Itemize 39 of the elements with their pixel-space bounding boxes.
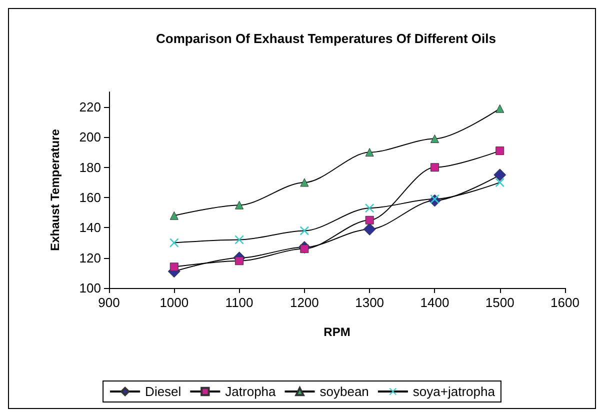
point bbox=[494, 168, 506, 182]
chart-title: Comparison Of Exhaust Temperatures Of Different Oils bbox=[156, 31, 496, 46]
x-axis-title: RPM bbox=[324, 325, 350, 339]
point bbox=[495, 178, 504, 187]
x-tick-label: 1600 bbox=[550, 295, 580, 310]
x-tick-label: 1200 bbox=[290, 295, 319, 310]
y-tick-label: 180 bbox=[79, 160, 101, 175]
x-tick-label: 900 bbox=[98, 295, 120, 310]
x-tick-label: 1100 bbox=[225, 295, 254, 310]
point bbox=[430, 134, 439, 143]
x-tick-label: 1400 bbox=[420, 295, 450, 310]
y-tick-label: 100 bbox=[79, 280, 101, 296]
legend-label: Jatropha bbox=[225, 384, 277, 399]
y-tick-label: 120 bbox=[79, 250, 101, 266]
point bbox=[496, 104, 504, 113]
point bbox=[430, 163, 439, 172]
point bbox=[300, 178, 309, 187]
point bbox=[170, 211, 178, 220]
x-tick-label: 1000 bbox=[160, 295, 189, 310]
point bbox=[365, 204, 374, 213]
point bbox=[365, 148, 374, 157]
y-tick-label: 220 bbox=[79, 100, 101, 115]
y-tick-label: 200 bbox=[79, 130, 101, 145]
point bbox=[170, 262, 178, 272]
point bbox=[496, 146, 504, 156]
point bbox=[300, 226, 309, 236]
point bbox=[235, 256, 244, 266]
legend-label: soya+jatropha bbox=[412, 384, 496, 399]
point bbox=[235, 200, 244, 210]
point bbox=[363, 222, 376, 236]
y-tick-label: 160 bbox=[79, 190, 101, 206]
y-axis-title: Exhaust Temperature bbox=[48, 128, 62, 251]
point bbox=[365, 216, 374, 224]
y-tick-label: 140 bbox=[79, 220, 101, 236]
legend-label: Diesel bbox=[145, 384, 182, 399]
point bbox=[170, 238, 179, 248]
legend-label: soybean bbox=[320, 384, 369, 399]
x-tick-label: 1500 bbox=[485, 295, 514, 310]
x-tick-label: 1300 bbox=[355, 295, 384, 310]
